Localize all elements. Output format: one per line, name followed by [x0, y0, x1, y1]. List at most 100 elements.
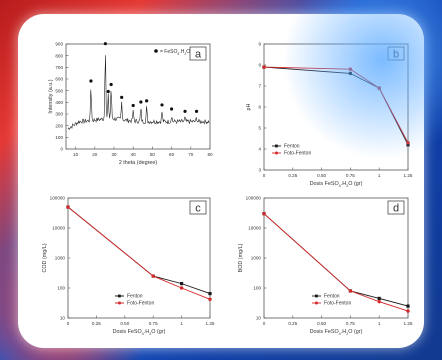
x-tick-label: 0.25 — [92, 321, 101, 326]
panel-label-box — [189, 46, 207, 61]
data-point-fenton — [377, 296, 381, 301]
y-axis-title: Intensity (a.u.) — [48, 79, 54, 113]
panel-label-box — [387, 200, 405, 215]
x-tick-label: 1.25 — [404, 173, 413, 178]
x-tick-label: 60 — [169, 152, 175, 157]
x-tick-label: 0 — [263, 173, 266, 178]
data-point-fenton — [180, 282, 184, 286]
x-axis-title: Dosis FeSO4.H2O (gr) — [113, 329, 166, 336]
chart-panel-d: 0 0.25 0.50 0.75 1 1.25 10 100 1000 10000 100000 Do… — [238, 196, 413, 336]
x-tick-label: 1 — [378, 321, 381, 326]
legend-marker — [154, 49, 158, 53]
panel-label: b — [393, 49, 399, 61]
x-tick-label: 30 — [111, 152, 117, 157]
y-tick-label: 100 — [253, 286, 261, 291]
y-tick-label: 10000 — [52, 226, 65, 231]
data-point-foto-fenton — [151, 274, 155, 278]
data-point-fenton — [406, 143, 410, 147]
y-tick-label: 7 — [258, 84, 261, 89]
x-tick-label: 1 — [378, 173, 381, 178]
x-tick-label: 0.75 — [346, 173, 355, 178]
y-tick-label: 900 — [55, 42, 63, 47]
x-tick-label: 40 — [131, 152, 137, 157]
data-point-foto-fenton — [262, 65, 266, 69]
xrd-trace — [67, 55, 210, 131]
y-tick-label: 0 — [60, 147, 63, 152]
legend-label-fenton: Fenton — [284, 144, 300, 150]
legend-label-foto-fenton: Foto-Fenton — [324, 301, 351, 307]
series-line-foto-fenton — [67, 206, 211, 300]
x-axis-title: Dosis FeSO4.H2O (gr) — [310, 181, 363, 188]
data-point-foto-fenton — [208, 297, 212, 302]
chart-panel-a: 10 20 30 40 50 60 70 80010020030040050060070080… — [48, 42, 213, 166]
y-axis-title: pH — [246, 103, 252, 110]
peak-marker — [109, 82, 113, 87]
x-tick-label: 0.50 — [120, 321, 129, 326]
series-line-fenton — [263, 213, 409, 307]
series-line-fenton — [67, 206, 211, 295]
peak-marker — [183, 109, 187, 113]
panel-label: d — [393, 203, 399, 215]
legend-swatch-marker — [275, 151, 278, 155]
y-tick-label: 1000 — [251, 256, 262, 261]
peak-marker — [131, 103, 135, 108]
y-axis-title: COD (mg/L) — [42, 243, 48, 272]
y-axis-title: BOD (mg/L) — [238, 243, 244, 272]
y-tick-label: 4 — [258, 147, 261, 152]
legend-label-fenton: Fenton — [324, 294, 340, 300]
plot-frame — [263, 43, 409, 171]
x-tick-label: 0.25 — [288, 173, 297, 178]
peak-marker — [120, 95, 124, 99]
data-point-foto-fenton — [406, 309, 410, 313]
data-point-foto-fenton — [406, 141, 410, 145]
chart-panel-c: 0 0.25 0.50 0.75 1 1.25 10 100 1000 10000 100000 Do… — [42, 196, 215, 336]
panel-label: a — [195, 49, 202, 61]
panel-label-box — [189, 200, 207, 215]
y-tick-label: 600 — [55, 77, 63, 82]
data-point-fenton — [208, 292, 212, 296]
figure-card: 10 20 30 40 50 60 70 80 0 100 200 300 400 500 600 700 80… — [18, 14, 424, 348]
peak-marker — [194, 109, 199, 113]
y-tick-label: 5 — [258, 126, 261, 131]
legend-swatch-marker — [315, 294, 318, 298]
x-tick-label: 70 — [188, 152, 194, 157]
data-point-fenton — [377, 86, 381, 90]
x-tick-label: 80 — [207, 152, 213, 157]
data-point-foto-fenton — [348, 67, 353, 71]
series-line-fenton — [263, 66, 409, 146]
peak-marker — [139, 100, 143, 104]
x-tick-label: 0.50 — [317, 321, 326, 326]
x-tick-label: 1 — [180, 321, 183, 326]
panel-label: c — [195, 203, 201, 215]
x-tick-label: 10 — [73, 152, 79, 157]
y-tick-label: 3 — [258, 168, 261, 173]
peak-marker — [170, 107, 174, 111]
panel-label-box — [387, 46, 405, 61]
x-tick-label: 0.25 — [288, 321, 297, 326]
data-point-foto-fenton — [262, 211, 266, 216]
y-tick-label: 10 — [256, 316, 262, 321]
peak-marker — [103, 42, 107, 46]
x-axis-title: Dosis FeSO4.H2O (gr) — [310, 329, 363, 336]
peak-marker — [106, 89, 110, 94]
y-tick-label: 10 — [60, 316, 66, 321]
data-point-foto-fenton — [179, 286, 184, 290]
data-point-fenton — [348, 71, 352, 75]
y-tick-label: 6 — [258, 105, 261, 110]
x-tick-label: 1.25 — [404, 321, 413, 326]
y-tick-label: 700 — [55, 65, 63, 70]
peak-marker — [160, 103, 164, 107]
y-tick-label: 200 — [55, 123, 63, 128]
legend-label-fenton: Fenton — [127, 294, 143, 300]
data-point-foto-fenton — [348, 289, 353, 293]
legend-swatch-marker — [118, 301, 121, 305]
x-tick-label: 0.75 — [346, 321, 355, 326]
x-tick-label: 0 — [67, 321, 70, 326]
legend-label: = FeSO4.H2O — [160, 49, 190, 56]
y-tick-label: 10000 — [248, 226, 261, 231]
peak-marker — [89, 79, 93, 83]
peak-marker — [145, 99, 149, 103]
data-point-fenton — [406, 304, 410, 308]
legend-swatch-marker — [275, 144, 278, 148]
